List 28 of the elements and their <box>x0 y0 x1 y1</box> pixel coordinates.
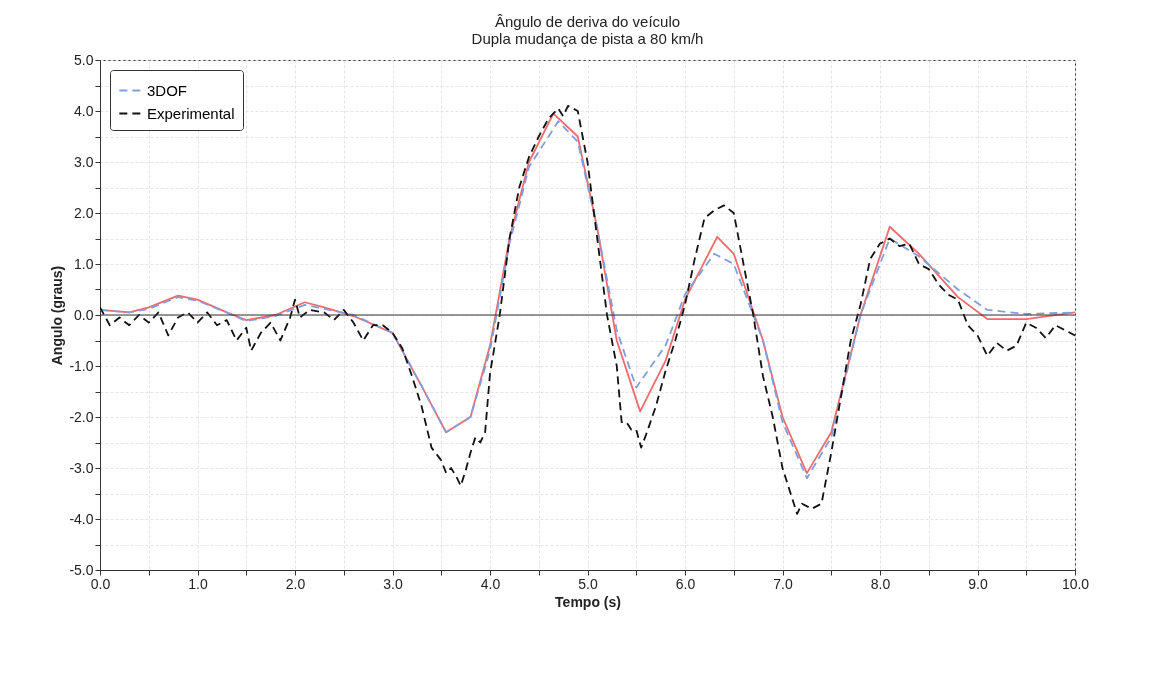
y-tick-label: 4.0 <box>74 102 94 119</box>
x-tick-label: 7.0 <box>773 575 793 592</box>
chart-title: Ângulo de deriva do veículo <box>494 13 681 30</box>
chart-subtitle: Dupla mudança de pista a 80 km/h <box>471 30 704 47</box>
legend-label: Experimental <box>147 104 235 122</box>
x-tick-label: 10.0 <box>1061 575 1090 592</box>
x-tick-label: 2.0 <box>285 575 306 592</box>
y-tick-label: 5.0 <box>74 51 94 68</box>
y-tick-label: 1.0 <box>74 255 94 272</box>
y-tick-label: -3.0 <box>69 459 94 476</box>
x-tick-label: 6.0 <box>675 575 696 592</box>
x-tick-label: 1.0 <box>188 575 208 592</box>
y-tick-label: -4.0 <box>69 510 94 527</box>
y-tick-label: 0.0 <box>74 306 94 323</box>
y-axis-title: Angulo (graus) <box>49 265 66 366</box>
y-tick-label: -1.0 <box>69 357 94 374</box>
x-tick-label: 5.0 <box>578 575 598 592</box>
y-tick-label: -2.0 <box>69 408 94 425</box>
x-axis-title: Tempo (s) <box>555 593 621 610</box>
y-tick-label: 2.0 <box>74 204 94 221</box>
x-tick-label: 4.0 <box>480 575 501 592</box>
y-tick-label: 3.0 <box>74 153 94 170</box>
x-tick-label: 9.0 <box>968 575 988 592</box>
x-tick-label: 3.0 <box>383 575 403 592</box>
y-tick-label: -5.0 <box>69 561 94 578</box>
legend-label: 3DOF <box>147 81 188 99</box>
x-tick-label: 0.0 <box>90 575 111 592</box>
x-tick-label: 8.0 <box>870 575 891 592</box>
